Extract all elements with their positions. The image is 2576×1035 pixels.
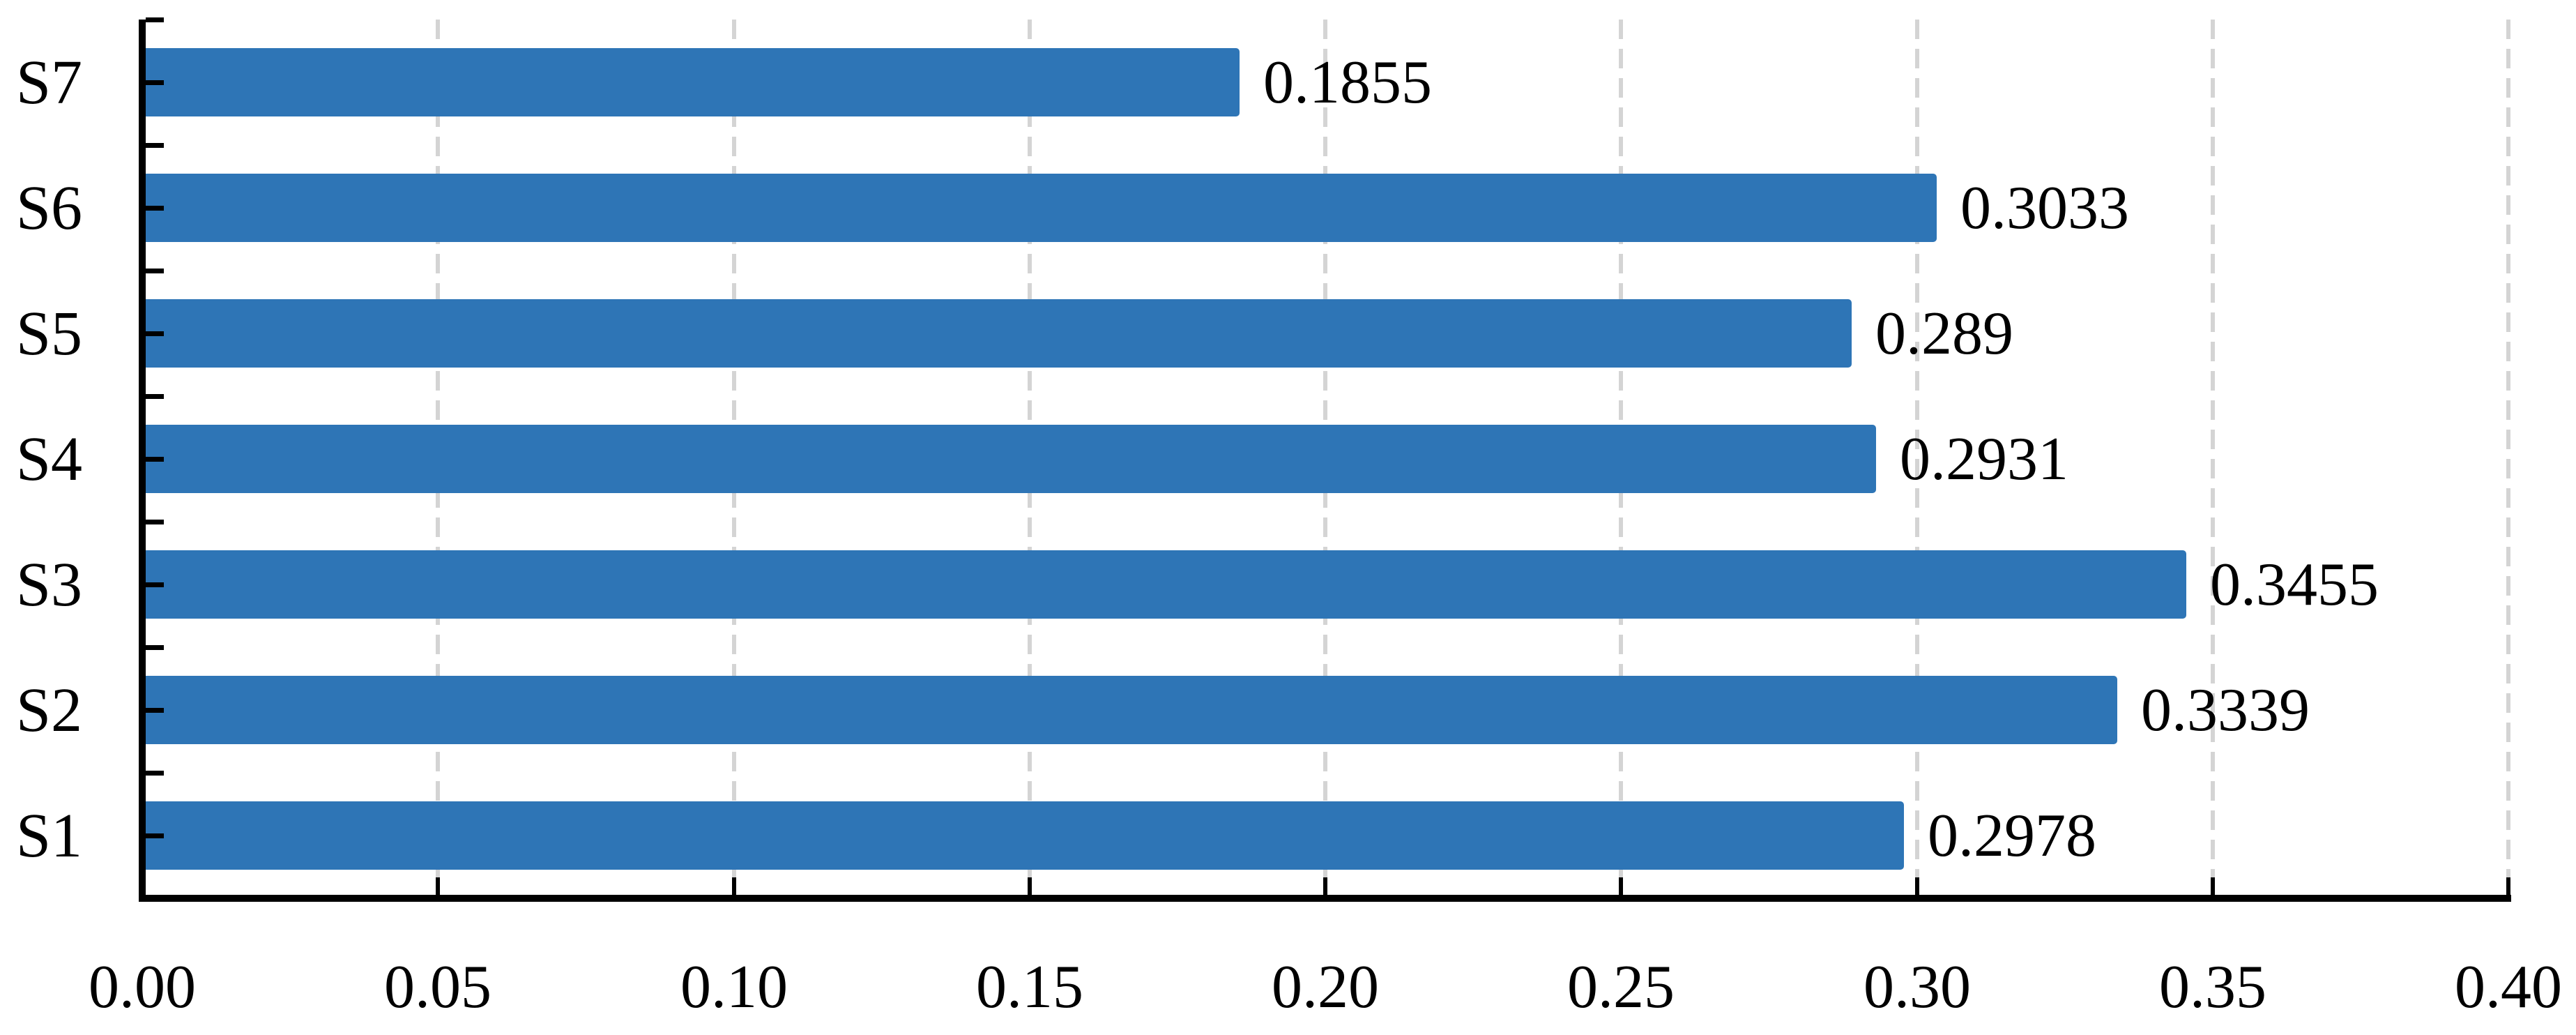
bar-value-label: 0.1855: [1263, 48, 1432, 116]
x-tick-label: 0.35: [2159, 953, 2266, 1021]
bar: [146, 174, 1937, 242]
category-label: S3: [15, 550, 82, 619]
y-axis-tick: [146, 394, 164, 399]
bar-value-label: 0.2978: [1928, 801, 2096, 870]
bar-value-label: 0.2931: [1900, 425, 2068, 493]
gridline: [2506, 20, 2510, 895]
x-axis-tick: [436, 877, 440, 895]
bar-value-label: 0.3033: [1960, 174, 2129, 242]
bar: [146, 48, 1240, 116]
y-axis-tick: [146, 17, 164, 22]
bar: [146, 550, 2186, 619]
x-tick-label: 0.30: [1864, 953, 1971, 1021]
y-axis-tick: [146, 708, 164, 713]
x-axis-tick: [2506, 877, 2510, 895]
bar: [146, 425, 1876, 493]
bar: [146, 299, 1852, 368]
bar-value-label: 0.3339: [2141, 676, 2310, 744]
y-axis-tick: [146, 771, 164, 776]
x-axis-line: [139, 895, 2511, 902]
x-axis-tick: [1915, 877, 1919, 895]
y-axis-tick: [146, 520, 164, 524]
x-tick-label: 0.20: [1272, 953, 1379, 1021]
gridline: [1915, 20, 1919, 895]
category-label: S4: [15, 424, 82, 494]
y-axis-tick: [146, 80, 164, 85]
x-axis-tick: [1619, 877, 1623, 895]
category-label: S1: [15, 801, 82, 870]
y-axis-line: [139, 20, 146, 902]
bar-value-label: 0.289: [1875, 299, 2013, 368]
y-axis-tick: [146, 331, 164, 336]
x-axis-tick: [732, 877, 736, 895]
y-axis-tick: [146, 582, 164, 587]
bar: [146, 676, 2117, 744]
x-tick-label: 0.05: [384, 953, 491, 1021]
y-axis-tick: [146, 143, 164, 148]
y-axis-tick: [146, 206, 164, 211]
bar: [146, 801, 1904, 870]
category-label: S5: [15, 299, 82, 368]
category-label: S2: [15, 675, 82, 745]
x-axis-tick: [1028, 877, 1032, 895]
gridline: [2211, 20, 2215, 895]
x-axis-tick: [2211, 877, 2215, 895]
x-tick-label: 0.00: [89, 953, 196, 1021]
category-label: S6: [15, 173, 82, 243]
x-axis-tick: [140, 877, 144, 895]
y-axis-tick: [146, 833, 164, 838]
y-axis-tick: [146, 457, 164, 462]
category-label: S7: [15, 47, 82, 117]
x-tick-label: 0.25: [1567, 953, 1675, 1021]
x-tick-label: 0.10: [680, 953, 788, 1021]
y-axis-tick: [146, 269, 164, 273]
bar-value-label: 0.3455: [2210, 550, 2379, 619]
x-tick-label: 0.40: [2455, 953, 2562, 1021]
x-tick-label: 0.15: [976, 953, 1083, 1021]
x-axis-tick: [1323, 877, 1327, 895]
y-axis-tick: [146, 645, 164, 650]
